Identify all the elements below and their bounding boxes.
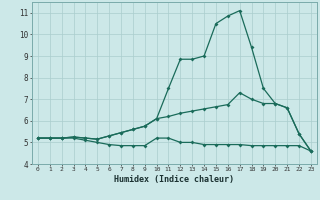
X-axis label: Humidex (Indice chaleur): Humidex (Indice chaleur) (115, 175, 234, 184)
